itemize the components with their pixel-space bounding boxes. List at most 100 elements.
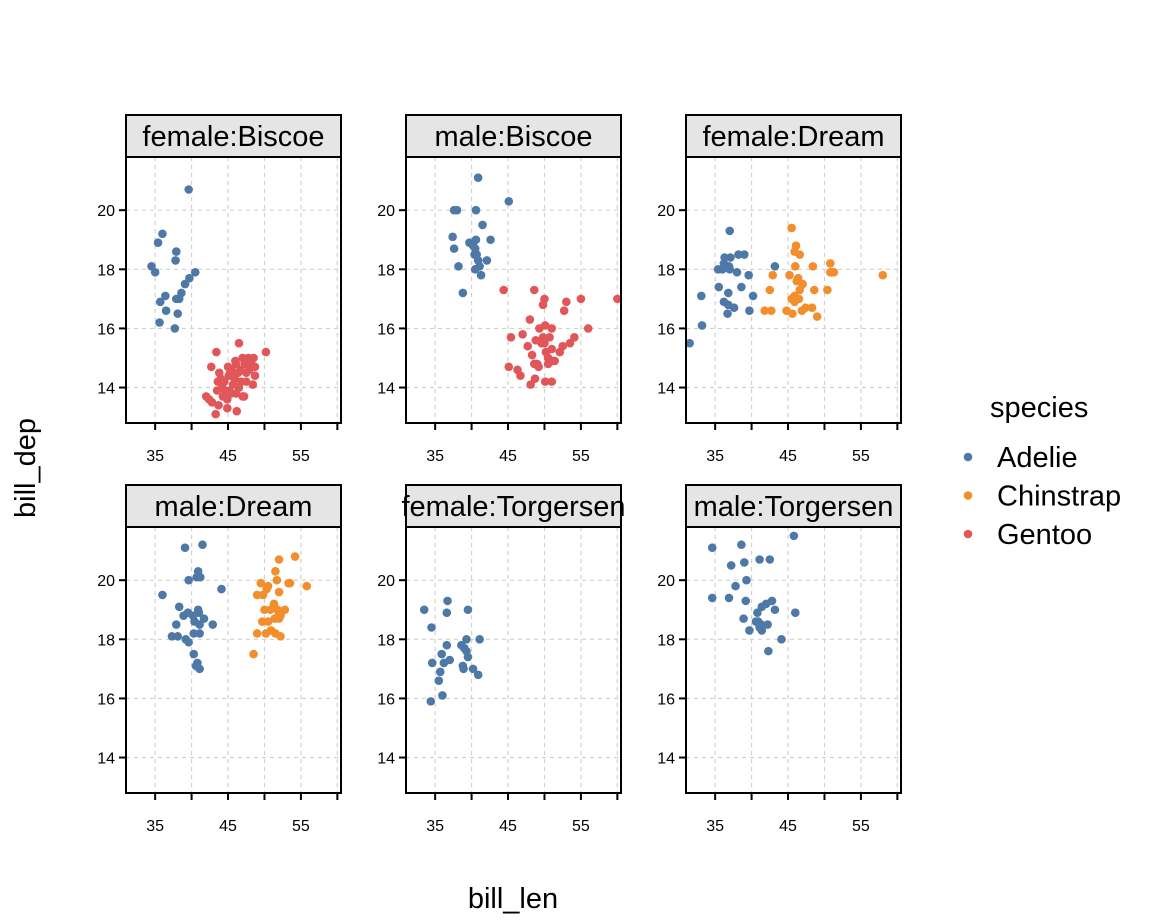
point-gentoo xyxy=(538,300,548,310)
point-adelie xyxy=(748,291,758,301)
point-adelie xyxy=(724,593,734,603)
legend-label-adelie: Adelie xyxy=(997,442,1078,474)
strip-box xyxy=(125,114,342,158)
point-gentoo xyxy=(543,353,553,363)
x-tick-label: 45 xyxy=(779,448,797,465)
strip-label: male:Torgersen xyxy=(694,491,894,523)
point-adelie xyxy=(726,253,735,262)
y-tick-label: 14 xyxy=(657,381,675,398)
point-adelie xyxy=(475,635,484,644)
point-gentoo xyxy=(547,377,557,386)
y-tick-label: 18 xyxy=(377,262,395,279)
point-gentoo xyxy=(499,285,508,295)
x-tick-label: 55 xyxy=(572,818,590,835)
point-adelie xyxy=(767,596,777,606)
point-gentoo xyxy=(545,332,554,342)
point-chinstrap xyxy=(249,649,258,659)
point-gentoo xyxy=(223,395,232,404)
y-tick-label: 18 xyxy=(657,262,675,279)
point-adelie xyxy=(419,605,429,615)
point-chinstrap xyxy=(878,270,888,280)
point-adelie xyxy=(454,262,463,271)
point-adelie xyxy=(194,608,204,618)
point-chinstrap xyxy=(271,567,280,576)
panel-frame xyxy=(405,156,622,424)
point-adelie xyxy=(185,273,194,283)
y-axis-title: bill_dep xyxy=(10,418,42,518)
point-adelie xyxy=(189,629,199,638)
point-adelie xyxy=(158,590,167,600)
point-adelie xyxy=(170,324,180,333)
point-adelie xyxy=(725,226,735,236)
y-tick-label: 20 xyxy=(97,203,115,220)
point-chinstrap xyxy=(272,575,282,585)
y-tick-label: 18 xyxy=(97,262,115,279)
point-adelie xyxy=(437,649,447,659)
point-chinstrap xyxy=(823,285,832,295)
strip-box xyxy=(685,114,902,158)
panel-male-torgersen: male:Torgersen 35 45 55 14 16 18 20 xyxy=(657,484,902,835)
point-adelie xyxy=(184,637,193,647)
point-adelie xyxy=(770,262,780,271)
panel-frame xyxy=(685,526,902,794)
point-adelie xyxy=(753,617,763,626)
strip-label: female:Torgersen xyxy=(401,491,625,523)
point-adelie xyxy=(427,658,437,668)
strip-box xyxy=(405,484,622,528)
point-adelie xyxy=(171,247,181,256)
point-adelie xyxy=(463,652,473,662)
point-gentoo xyxy=(540,338,549,348)
legend-label-gentoo: Gentoo xyxy=(997,519,1092,551)
point-adelie xyxy=(442,640,452,650)
point-gentoo xyxy=(534,362,543,372)
point-gentoo xyxy=(250,371,260,381)
y-tick-label: 18 xyxy=(377,632,395,649)
point-adelie xyxy=(740,558,749,567)
point-adelie xyxy=(729,303,739,313)
point-chinstrap xyxy=(266,605,275,615)
point-adelie xyxy=(739,614,748,623)
point-gentoo xyxy=(565,338,575,348)
point-gentoo xyxy=(506,332,516,342)
legend-key-gentoo xyxy=(963,529,973,539)
y-tick-label: 20 xyxy=(657,573,675,590)
point-adelie xyxy=(458,661,468,671)
strip-box xyxy=(125,484,342,528)
point-adelie xyxy=(171,256,180,265)
point-chinstrap xyxy=(276,632,285,641)
point-gentoo xyxy=(527,350,537,360)
point-adelie xyxy=(179,611,188,620)
y-tick-label: 20 xyxy=(377,573,395,590)
y-tick-label: 14 xyxy=(657,751,675,768)
point-chinstrap xyxy=(787,223,796,233)
x-tick-label: 35 xyxy=(146,448,164,465)
point-adelie xyxy=(463,605,473,615)
point-adelie xyxy=(723,309,732,318)
point-adelie xyxy=(171,620,181,629)
point-gentoo xyxy=(248,380,258,389)
point-gentoo xyxy=(212,347,221,357)
point-adelie xyxy=(473,670,483,680)
point-gentoo xyxy=(583,324,593,333)
x-tick-label: 45 xyxy=(219,448,237,465)
panel-female-torgersen: female:Torgersen 35 45 55 14 16 18 20 xyxy=(377,484,626,835)
point-gentoo xyxy=(249,353,258,363)
strip-label: male:Biscoe xyxy=(435,121,593,153)
point-adelie xyxy=(757,626,767,635)
point-adelie xyxy=(434,676,444,685)
point-adelie xyxy=(707,593,717,603)
y-tick-label: 16 xyxy=(657,321,675,338)
point-adelie xyxy=(449,244,459,253)
x-tick-label: 35 xyxy=(146,818,164,835)
y-tick-label: 16 xyxy=(97,691,115,708)
point-adelie xyxy=(745,306,754,315)
point-adelie xyxy=(504,197,514,206)
point-chinstrap xyxy=(812,312,822,321)
point-adelie xyxy=(426,697,436,706)
legend-title: species xyxy=(990,392,1088,424)
y-tick-label: 16 xyxy=(377,691,395,708)
point-gentoo xyxy=(261,347,271,357)
point-adelie xyxy=(158,229,167,239)
point-adelie xyxy=(791,608,800,618)
